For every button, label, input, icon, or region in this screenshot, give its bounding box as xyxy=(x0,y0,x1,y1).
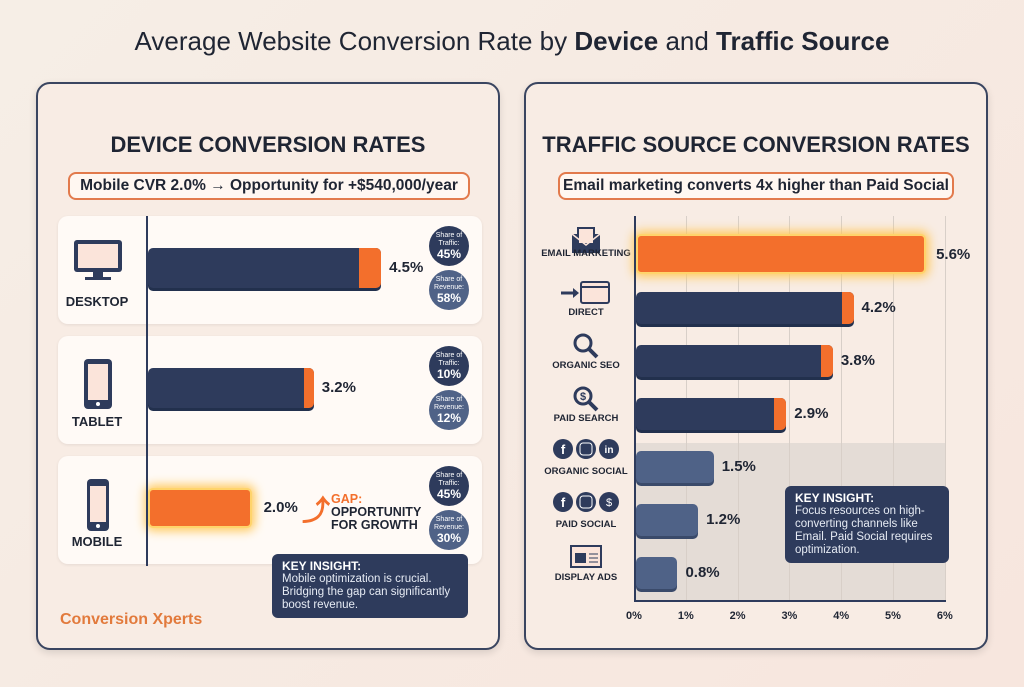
share_of_traffic-badge: Share of Traffic: 10% xyxy=(429,346,469,386)
source-bar xyxy=(636,345,833,377)
traffic-key-insight: KEY INSIGHT: Focus resources on high-conv… xyxy=(785,486,949,563)
mobile-icon xyxy=(70,478,126,537)
bar-accent xyxy=(820,345,833,377)
device-bar xyxy=(148,368,314,408)
device-heading: DEVICE CONVERSION RATES xyxy=(110,132,426,157)
social-icons: f in xyxy=(538,438,634,465)
share_of_revenue-badge: Share of Revenue: 12% xyxy=(429,390,469,430)
device-value-label: 2.0% xyxy=(263,499,298,516)
traffic-x-axis xyxy=(634,600,946,602)
source-label: ORGANIC SEO xyxy=(552,360,620,371)
bar-accent xyxy=(774,398,787,430)
source-label: EMAIL MARKETING xyxy=(541,248,631,259)
magnifier-icon xyxy=(538,332,634,365)
arrow-browser-icon xyxy=(538,279,634,310)
source-label: PAID SEARCH xyxy=(553,413,619,424)
device-value-label: 4.5% xyxy=(389,259,424,276)
share_of_traffic-badge: Share of Traffic: 45% xyxy=(429,466,469,506)
device-axis-line xyxy=(146,216,148,566)
badge-value: 45% xyxy=(436,487,462,501)
source-bar xyxy=(636,398,787,430)
bar-accent xyxy=(303,368,314,408)
badge-label: Share of Revenue: xyxy=(434,516,464,531)
badge-value: 58% xyxy=(436,291,462,305)
desktop-icon xyxy=(70,238,126,287)
svg-text:in: in xyxy=(605,445,614,456)
source-value-label: 1.5% xyxy=(721,458,756,475)
page-title: Average Website Conversion Rate by Devic… xyxy=(134,26,890,56)
grid-line xyxy=(841,216,843,600)
svg-text:$: $ xyxy=(580,391,586,403)
source-label: DISPLAY ADS xyxy=(554,572,618,583)
gap-label: GAP: OPPORTUNITY FOR GROWTH xyxy=(331,492,422,532)
source-label: PAID SOCIAL xyxy=(555,519,617,530)
grid-line xyxy=(893,216,894,600)
display-ad-icon xyxy=(538,544,634,573)
bar-accent xyxy=(359,248,382,288)
grid-line xyxy=(789,216,791,600)
traffic-panel: TRAFFIC SOURCE CONVERSION RATES Email ma… xyxy=(524,82,988,650)
source-value-label: 4.2% xyxy=(861,299,896,316)
source-value-label: 0.8% xyxy=(685,564,720,581)
badge-label: Share of Revenue: xyxy=(434,276,464,291)
device-panel: DEVICE CONVERSION RATES Mobile CVR 2.0% … xyxy=(36,82,500,650)
traffic-heading: TRAFFIC SOURCE CONVERSION RATES xyxy=(542,132,970,157)
source-value-label: 3.8% xyxy=(840,352,876,369)
source-bar xyxy=(636,234,927,274)
x-tick-label: 2% xyxy=(729,610,746,622)
dollar-magnifier-icon: $ xyxy=(538,385,634,418)
svg-text:f: f xyxy=(561,495,566,510)
badge-label: Share of Revenue: xyxy=(434,396,464,411)
badge-value: 30% xyxy=(436,531,462,545)
traffic-y-axis xyxy=(634,216,636,602)
source-value-label: 5.6% xyxy=(936,246,971,263)
badge-label: Share of Traffic: xyxy=(435,352,463,367)
device-value-label: 3.2% xyxy=(321,379,356,396)
source-value-label: 1.2% xyxy=(706,511,741,528)
source-bar xyxy=(636,292,854,324)
svg-text:f: f xyxy=(561,442,566,457)
source-label: ORGANIC SOCIAL xyxy=(544,466,628,477)
x-tick-label: 6% xyxy=(936,610,953,622)
x-tick-label: 5% xyxy=(885,610,901,622)
x-tick-label: 0% xyxy=(626,610,642,622)
source-bar xyxy=(636,504,699,536)
device-label: TABLET xyxy=(71,414,123,429)
grid-line xyxy=(944,216,946,600)
device-label: MOBILE xyxy=(71,534,123,549)
badge-value: 10% xyxy=(436,367,462,381)
brand-logo: Conversion Xperts xyxy=(60,611,203,628)
device-card xyxy=(58,456,482,564)
device-bar xyxy=(148,488,252,528)
device-callout: Mobile CVR 2.0% → Opportunity for +$540,… xyxy=(68,172,470,200)
paid-social-icons: f $ xyxy=(538,491,634,518)
share_of_traffic-badge: Share of Traffic: 45% xyxy=(429,226,469,266)
x-tick-label: 1% xyxy=(677,610,694,622)
x-tick-label: 4% xyxy=(833,610,850,622)
badge-label: Share of Traffic: xyxy=(435,232,463,247)
source-bar xyxy=(636,557,678,589)
device-key-insight: KEY INSIGHT: Mobile optimization is cruci… xyxy=(272,554,468,618)
x-tick-label: 3% xyxy=(781,610,798,622)
device-bar xyxy=(148,248,382,288)
device-label: DESKTOP xyxy=(65,294,129,309)
source-bar xyxy=(636,451,714,483)
badge-value: 12% xyxy=(436,411,462,425)
traffic-callout: Email marketing converts 4x higher than … xyxy=(558,172,954,200)
source-label: DIRECT xyxy=(568,307,604,318)
badge-label: Share of Traffic: xyxy=(435,472,463,487)
envelope-icon xyxy=(538,226,634,259)
share_of_revenue-badge: Share of Revenue: 58% xyxy=(429,270,469,310)
badge-value: 45% xyxy=(436,247,462,261)
share_of_revenue-badge: Share of Revenue: 30% xyxy=(429,510,469,550)
bar-accent xyxy=(841,292,854,324)
growth-arrow-icon: ⤴ xyxy=(302,495,331,526)
svg-text:$: $ xyxy=(606,497,612,509)
source-value-label: 2.9% xyxy=(794,405,829,422)
tablet-icon xyxy=(70,358,126,415)
